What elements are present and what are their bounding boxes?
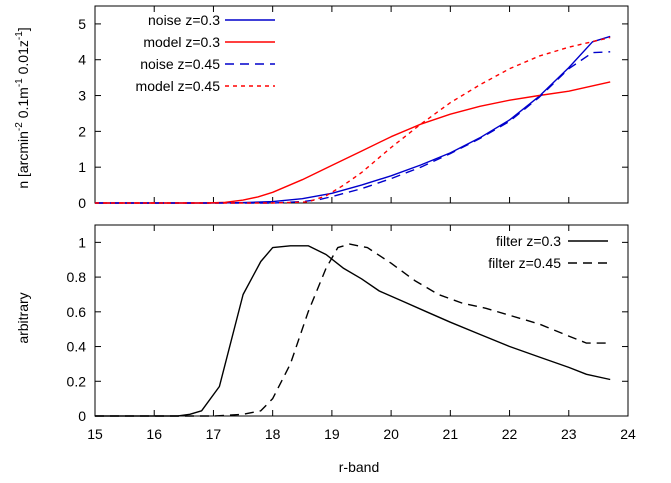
x-tick-label: 16 (146, 426, 162, 442)
y-tick-label: 0.2 (67, 373, 87, 389)
bottom-ylabel: arbitrary (15, 292, 31, 343)
y-tick-label: 0 (78, 195, 86, 211)
plot-frame (94, 224, 629, 417)
x-tick-label: 21 (443, 426, 459, 442)
xlabel: r-band (339, 459, 379, 475)
legend-label: model z=0.3 (143, 34, 220, 50)
x-tick-label: 15 (87, 426, 103, 442)
x-tick-label: 17 (206, 426, 222, 442)
series-line-2 (95, 243, 611, 417)
legend-label: model z=0.45 (136, 78, 221, 94)
top-ylabel-base: n [arcmin (15, 131, 31, 189)
x-tick-label: 19 (324, 426, 340, 442)
x-tick-label: 18 (265, 426, 281, 442)
x-tick-label: 24 (620, 426, 636, 442)
top-ylabel-sup1: -2 (14, 122, 25, 131)
top-ylabel-end: ] (15, 27, 31, 31)
y-tick-label: 0.8 (67, 269, 87, 285)
y-tick-label: 0.4 (67, 339, 87, 355)
y-tick-label: 0.6 (67, 304, 87, 320)
y-tick-label: 1 (78, 234, 86, 250)
top-ylabel-sup3: -1 (14, 31, 25, 40)
plot-frame (94, 5, 629, 204)
top-ylabel-mid2: 0.01z (15, 40, 31, 78)
top-panel: 0 1 2 3 4 5 noise z=0.3 model z=0.3 noise z=0.45… (78, 5, 629, 211)
legend-label: filter z=0.45 (488, 255, 561, 271)
x-tick-label: 22 (502, 426, 518, 442)
top-ylabel-sup2: -1 (14, 78, 25, 87)
y-tick-label: 4 (78, 52, 86, 68)
series-line-1 (95, 245, 611, 417)
top-ylabel: n [arcmin-2 0.1m-1 0.01z-1] (14, 27, 31, 188)
y-tick-label: 5 (78, 16, 86, 32)
y-tick-label: 2 (78, 123, 86, 139)
y-tick-label: 0 (78, 408, 86, 424)
legend-label: noise z=0.45 (140, 56, 220, 72)
x-tick-label: 23 (561, 426, 577, 442)
legend-label: filter z=0.3 (496, 233, 561, 249)
x-tick-label: 20 (383, 426, 399, 442)
series-line-3 (95, 51, 611, 204)
y-tick-label: 1 (78, 159, 86, 175)
top-ylabel-mid1: 0.1m (15, 87, 31, 122)
bottom-panel: 15 16 17 18 19 20 21 22 23 24 0 0.2 0.4 0.6 0.8 1 filter… (67, 224, 636, 442)
legend-label: noise z=0.3 (148, 12, 220, 28)
y-tick-label: 3 (78, 88, 86, 104)
